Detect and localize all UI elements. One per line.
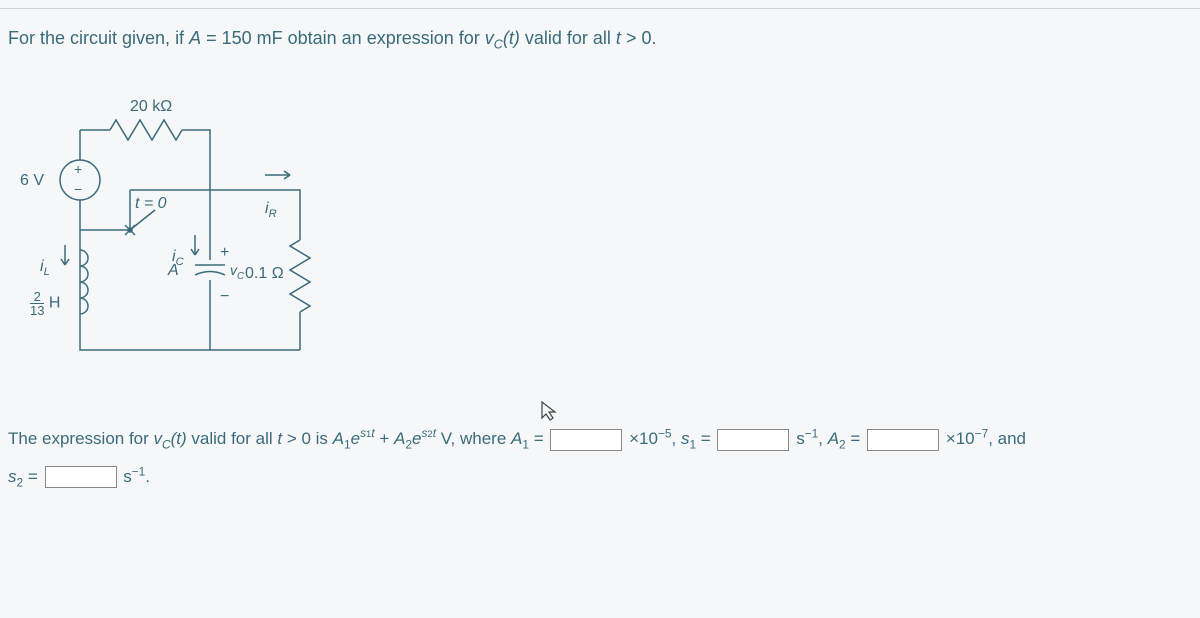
blank-s2[interactable] xyxy=(45,466,117,488)
var-A: A xyxy=(189,28,201,48)
A1-sub: 1 xyxy=(344,437,351,451)
circuit-diagram: + − 20 kΩ 6 V t = 0 iR iL 2 13 H iC A + … xyxy=(10,100,330,380)
vc-arg: (t) xyxy=(171,429,187,448)
vc-arg: (t) xyxy=(503,28,520,48)
plus-label: + xyxy=(220,244,229,262)
vc: v xyxy=(154,429,163,448)
neg1-b: −1 xyxy=(132,464,146,478)
r-top-label: 20 kΩ xyxy=(130,98,172,116)
A2-eq-sub: 2 xyxy=(839,437,846,451)
exp-s2t: s2t xyxy=(421,426,436,440)
txt: V, where xyxy=(436,429,511,448)
r-right-label: 0.1 Ω xyxy=(245,265,284,283)
exp-s1t: s1t xyxy=(360,426,375,440)
neg1: −1 xyxy=(805,426,819,440)
source-label: 6 V xyxy=(20,172,44,190)
ten7: ×10 xyxy=(946,429,975,448)
A1: A xyxy=(333,429,344,448)
circuit-svg: + − xyxy=(10,100,330,380)
e1: e xyxy=(351,429,360,448)
svg-text:+: + xyxy=(74,161,82,177)
and: , and xyxy=(988,429,1026,448)
blank-A2[interactable] xyxy=(867,429,939,451)
answer-sentence: The expression for vC(t) valid for all t… xyxy=(8,420,1192,495)
txt: > 0. xyxy=(621,28,657,48)
txt: For the circuit given, if xyxy=(8,28,189,48)
A2: A xyxy=(394,429,405,448)
s-inv: s xyxy=(796,429,805,448)
problem-statement: For the circuit given, if A = 150 mF obt… xyxy=(8,28,656,52)
comma: , xyxy=(818,429,827,448)
txt: The expression for xyxy=(8,429,154,448)
s-inv2: s xyxy=(123,467,132,486)
txt: valid for all xyxy=(520,28,616,48)
vc-sub: C xyxy=(494,38,503,52)
A1-eq-sub: 1 xyxy=(522,437,529,451)
neg5: −5 xyxy=(658,426,672,440)
blank-s1[interactable] xyxy=(717,429,789,451)
A2-eq: A xyxy=(828,429,839,448)
A1-eq: A xyxy=(511,429,522,448)
top-rule xyxy=(0,8,1200,9)
period: . xyxy=(145,467,150,486)
txt: valid for all xyxy=(187,429,278,448)
iR-label: iR xyxy=(265,200,277,220)
minus-label: − xyxy=(220,288,229,306)
eq: = xyxy=(529,429,548,448)
txt: + xyxy=(375,429,394,448)
svg-text:−: − xyxy=(74,181,82,197)
ten5: ×10 xyxy=(629,429,658,448)
txt: > 0 is xyxy=(282,429,333,448)
var-vc: v xyxy=(485,28,494,48)
eq: = xyxy=(23,467,42,486)
s2: s xyxy=(8,467,17,486)
iL-label: iL xyxy=(40,258,50,278)
vc-sub: C xyxy=(162,437,171,451)
A2-sub: 2 xyxy=(405,437,412,451)
A-label: A xyxy=(168,262,179,280)
txt: = 150 mF obtain an expression for xyxy=(201,28,485,48)
eq: = xyxy=(846,429,865,448)
comma: , xyxy=(672,429,681,448)
t0-label: t = 0 xyxy=(135,195,167,213)
eq: = xyxy=(696,429,715,448)
neg7: −7 xyxy=(975,426,989,440)
blank-A1[interactable] xyxy=(550,429,622,451)
L-label: 2 13 H xyxy=(30,290,60,317)
vc-label: vC xyxy=(230,262,244,282)
